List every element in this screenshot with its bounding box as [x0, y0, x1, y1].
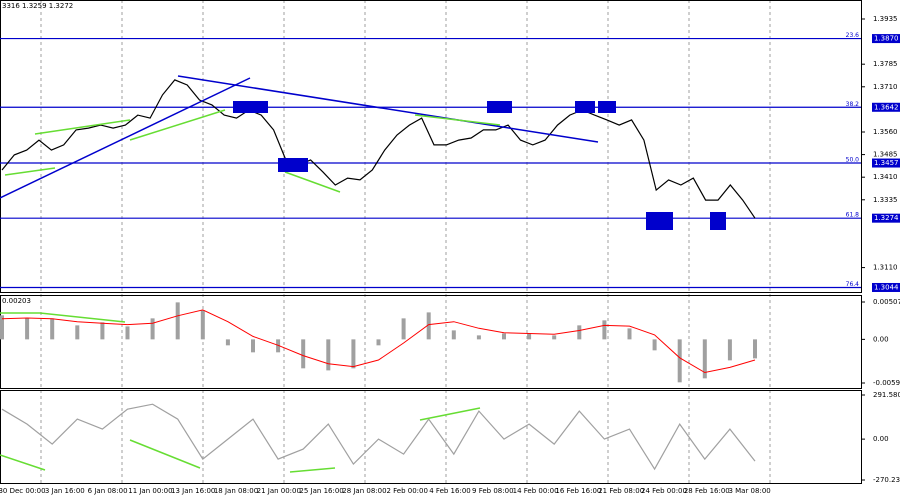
- level-label: 1.3642: [874, 103, 899, 111]
- histogram-bar: [125, 326, 130, 340]
- level-label-box: [872, 158, 900, 168]
- x-tick-label: 13 Jan 16:00: [171, 487, 215, 495]
- histogram-bar: [577, 325, 582, 340]
- x-tick-label: 28 Jan 08:00: [342, 487, 386, 495]
- y-tick-label: 0.00: [873, 435, 889, 443]
- x-tick-label: 18 Jan 08:00: [214, 487, 258, 495]
- y-tick-label: 1.3785: [873, 60, 898, 68]
- histogram-bar: [727, 339, 732, 361]
- x-tick-label: 21 Feb 08:00: [598, 487, 644, 495]
- histogram-bar: [451, 330, 456, 340]
- y-tick-label: 1.3410: [873, 173, 898, 181]
- histogram-bar: [627, 328, 632, 340]
- panel-frame: [0, 390, 862, 484]
- x-tick-label: 2 Feb 00:00: [386, 487, 427, 495]
- fib-ratio: 50.0: [846, 157, 860, 164]
- fib-ratio: 61.8: [846, 212, 860, 219]
- y-tick-label: 0.00: [873, 335, 889, 343]
- x-tick-label: 24 Feb 00:00: [641, 487, 687, 495]
- histogram-bar: [552, 335, 557, 340]
- panel-frame: [0, 0, 862, 293]
- histogram-bar: [401, 318, 406, 340]
- x-tick-label: 9 Feb 08:00: [472, 487, 513, 495]
- x-tick-label: 30 Dec 00:00: [0, 487, 46, 495]
- trend-line: [0, 77, 251, 199]
- histogram-bar: [175, 302, 180, 340]
- plots: 30 Dec 00:00 3 Jan 16:00 6 Jan 08:00 11 Jan…: [0, 15, 900, 495]
- histogram-bar: [326, 339, 331, 371]
- y-tick-label: 1.3935: [873, 15, 898, 23]
- level-label: 1.3870: [874, 35, 899, 43]
- histogram-bar: [276, 339, 281, 353]
- signal-line: [1, 309, 756, 374]
- level-boxes: [233, 101, 726, 230]
- y-tick-label: 291.5808: [873, 391, 900, 399]
- x-tick-label: 11 Jan 00:00: [128, 487, 172, 495]
- fib-ratio: 23.6: [846, 32, 860, 39]
- y-tick-label: -0.00592: [873, 379, 900, 387]
- level-label-box: [872, 102, 900, 112]
- x-tick-label: 6 Jan 08:00: [88, 487, 128, 495]
- y-tick-label: 0.00507: [873, 298, 900, 306]
- x-tick-label: 25 Jan 16:00: [299, 487, 343, 495]
- x-tick-label: 16 Feb 16:00: [555, 487, 601, 495]
- x-tick-label: 3 Mar 08:00: [728, 487, 770, 495]
- histogram-bar: [75, 325, 80, 340]
- histogram-bar: [150, 318, 155, 340]
- x-tick-label: 21 Jan 00:00: [257, 487, 301, 495]
- histogram-bar: [50, 318, 55, 340]
- histogram-bar: [502, 333, 506, 340]
- panel-frame: [0, 295, 862, 389]
- level-label-box: [872, 282, 900, 292]
- price-line: [1, 79, 756, 219]
- histogram-bar: [0, 315, 4, 340]
- x-tick-label: 4 Feb 16:00: [429, 487, 470, 495]
- histogram-bar: [677, 339, 682, 383]
- histogram-bar: [652, 339, 657, 351]
- histogram-bar: [702, 339, 707, 379]
- fib-ratio: 76.4: [846, 281, 860, 288]
- histogram-bar: [753, 339, 757, 359]
- histogram-bar: [225, 339, 230, 346]
- trend-line: [177, 75, 599, 143]
- divergence-lines: [0, 109, 501, 473]
- y-tick-label: 1.3710: [873, 83, 898, 91]
- fib-ratio: 38.2: [846, 101, 860, 108]
- y-tick-label: 1.3335: [873, 196, 898, 204]
- histogram-bar: [301, 339, 306, 369]
- histogram-bar: [351, 339, 356, 369]
- histogram-bar: [527, 333, 532, 340]
- level-label-box: [872, 34, 900, 44]
- histogram-bar: [476, 335, 481, 340]
- level-label: 1.3044: [874, 283, 899, 291]
- y-tick-label: 1.3110: [873, 264, 898, 272]
- level-label: 1.3457: [874, 159, 899, 167]
- histogram-bar: [426, 312, 431, 340]
- level-label: 1.3274: [874, 214, 899, 222]
- panel-title: 0.00203: [2, 297, 31, 305]
- level-label-box: [872, 213, 900, 223]
- x-tick-label: 14 Feb 00:00: [513, 487, 559, 495]
- y-tick-label: 1.3485: [873, 151, 898, 159]
- histogram-bar: [200, 310, 205, 340]
- annotations: [0, 75, 726, 473]
- x-tick-label: 28 Feb 16:00: [684, 487, 730, 495]
- header: 3316 1.3259 1.3272: [2, 2, 73, 10]
- price-line: [1, 403, 756, 471]
- histogram-bar: [25, 318, 30, 340]
- histogram-bar: [100, 322, 105, 340]
- histogram-bar: [251, 339, 255, 353]
- histogram-bar: [376, 339, 381, 346]
- histogram-bar: [602, 320, 607, 340]
- y-tick-label: -270.237: [873, 476, 900, 484]
- y-tick-label: 1.3560: [873, 128, 898, 136]
- x-tick-label: 3 Jan 16:00: [45, 487, 85, 495]
